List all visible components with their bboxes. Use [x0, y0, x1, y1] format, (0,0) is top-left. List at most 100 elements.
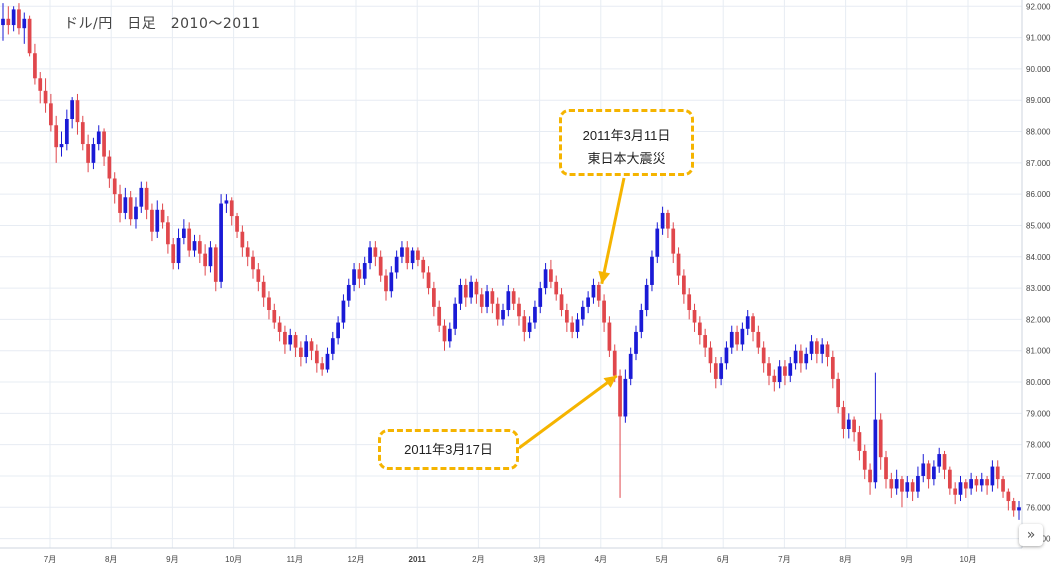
y-tick-label: 85.000 — [1026, 221, 1051, 230]
candle-body — [687, 294, 692, 311]
candle-body — [22, 18, 27, 29]
candle-body — [517, 303, 521, 317]
candle-body — [54, 125, 59, 148]
candle-body — [75, 100, 80, 123]
x-tick-label: 12月 — [348, 555, 365, 564]
candle-body — [272, 310, 277, 323]
candle-body — [416, 250, 420, 260]
annotation-mar17: 2011年3月17日 — [378, 429, 519, 470]
candle-body — [11, 9, 16, 26]
candle-body — [676, 253, 681, 276]
candle-body — [490, 291, 495, 304]
candle-body — [729, 331, 734, 348]
candle-body — [793, 350, 798, 364]
annotation-date-line: 2011年3月17日 — [404, 442, 493, 457]
candle-body — [985, 479, 989, 486]
candle-body — [963, 482, 968, 489]
candle-body — [27, 18, 32, 54]
y-tick-label: 86.000 — [1026, 190, 1051, 199]
candle-body — [501, 310, 505, 320]
candle-body — [751, 316, 755, 332]
candle-body — [123, 197, 128, 213]
candle-body — [533, 306, 537, 323]
candle-body — [921, 463, 926, 476]
candle-body — [511, 291, 516, 304]
x-tick-label: 9月 — [166, 555, 178, 564]
candle-body — [389, 272, 394, 292]
candle-body — [64, 118, 69, 145]
candle-body — [139, 187, 144, 207]
annotation-earthquake: 2011年3月11日 東日本大震災 — [559, 109, 694, 176]
chart-title: ドル/円 日足 2010〜2011 — [64, 16, 261, 32]
x-tick-label: 9月 — [901, 555, 913, 564]
candle-body — [862, 450, 867, 470]
candle-body — [485, 291, 489, 307]
candle-body — [86, 144, 90, 163]
candle-body — [400, 247, 404, 257]
candle-body — [607, 322, 612, 351]
candle-body — [368, 247, 372, 264]
candle-body — [134, 206, 138, 220]
candle-body — [650, 256, 654, 285]
candle-body — [357, 269, 362, 279]
candle-body — [926, 463, 931, 480]
candle-body — [320, 363, 325, 370]
candle-body — [442, 325, 447, 342]
candle-body — [288, 335, 293, 345]
candle-body — [830, 356, 835, 379]
annotation-arrow-earthquake-head — [598, 270, 611, 284]
x-tick-label: 3月 — [533, 555, 545, 564]
candle-body — [884, 457, 888, 480]
candle-body — [916, 475, 920, 492]
y-tick-label: 77.000 — [1026, 472, 1051, 481]
candle-body — [1011, 501, 1016, 511]
x-tick-label: 2011 — [409, 555, 427, 564]
candle-body — [666, 212, 670, 229]
x-tick-label: 7月 — [44, 555, 56, 564]
candle-body — [783, 366, 787, 376]
candle-body — [453, 303, 458, 329]
candle-body — [495, 303, 500, 320]
scroll-right-button[interactable]: » — [1019, 524, 1043, 546]
y-tick-label: 90.000 — [1026, 65, 1051, 74]
candle-body — [362, 263, 367, 279]
candle-body — [80, 122, 85, 145]
candle-body — [671, 228, 676, 254]
candle-body — [799, 350, 803, 364]
double-chevron-right-icon: » — [1026, 527, 1036, 543]
candle-body — [990, 466, 995, 486]
candle-body — [421, 259, 426, 273]
candle-body — [655, 228, 660, 257]
candle-body — [724, 347, 729, 364]
candle-body — [522, 316, 527, 332]
candle-body — [852, 419, 856, 433]
candle-body — [187, 228, 192, 251]
candle-body — [809, 341, 814, 354]
candle-body — [618, 375, 622, 417]
x-tick-label: 7月 — [778, 555, 790, 564]
candle-body — [309, 341, 314, 351]
candle-body — [107, 156, 112, 179]
candle-body — [974, 479, 979, 486]
candle-body — [251, 256, 255, 270]
y-tick-label: 92.000 — [1026, 2, 1051, 11]
y-tick-label: 81.000 — [1026, 347, 1051, 356]
candle-body — [932, 466, 936, 480]
candle-body — [995, 466, 1000, 480]
candle-body — [575, 319, 580, 332]
candle-body — [767, 363, 771, 376]
candle-body — [346, 284, 351, 301]
candle-body — [112, 178, 117, 195]
candle-body — [682, 275, 686, 295]
x-tick-label: 8月 — [105, 555, 117, 564]
candle-body — [405, 247, 410, 264]
candle-body — [692, 310, 697, 323]
annotation-event-line: 東日本大震災 — [587, 151, 666, 166]
x-tick-label: 6月 — [717, 555, 729, 564]
candle-body — [283, 331, 287, 345]
candle-body — [644, 284, 649, 311]
candle-body — [352, 269, 356, 285]
candle-body — [373, 247, 378, 257]
